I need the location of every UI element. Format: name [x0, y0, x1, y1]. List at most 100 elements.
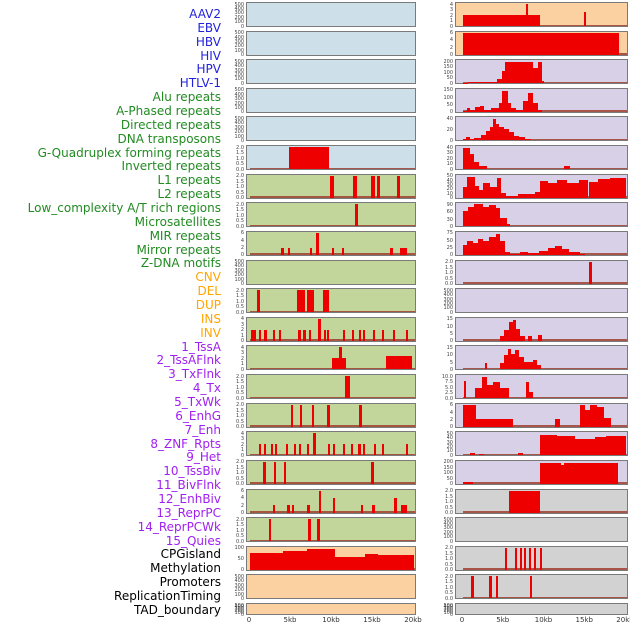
- signal-area: [509, 490, 541, 513]
- y-axis-tick-label: 0.5: [236, 161, 244, 168]
- signal-area: [499, 363, 504, 370]
- signal-bar: [360, 505, 364, 513]
- y-axis-tick-label: 300: [234, 10, 244, 17]
- track-plot: [455, 374, 628, 400]
- y-axis-tick-label: 400: [234, 91, 244, 98]
- signal-area: [485, 130, 490, 141]
- y-axis-tick-label: 1: [240, 332, 244, 339]
- signal-bar: [540, 547, 543, 570]
- signal-area: [495, 233, 501, 255]
- x-axis-tick-label: 15kb: [575, 616, 593, 624]
- track-plot: [246, 488, 416, 514]
- track-label: HTLV-1: [179, 76, 221, 91]
- signal-bar: [353, 175, 357, 198]
- y-axis-tick-label: 1.5: [445, 579, 453, 586]
- signal-area: [250, 552, 283, 570]
- y-axis-tick-label: 1.0: [236, 184, 244, 191]
- signal-area: [484, 109, 491, 112]
- signal-bar: [298, 329, 301, 341]
- track-label: MIR repeats: [149, 228, 221, 243]
- y-axis-tick-label: 100: [443, 470, 453, 477]
- signal-area: [519, 357, 525, 370]
- signal-area: [588, 181, 599, 198]
- track-label: HPV: [196, 62, 221, 77]
- signal-bar: [342, 444, 345, 456]
- signal-area: [504, 62, 534, 84]
- y-axis-tick-label: 100: [234, 47, 244, 54]
- y-axis-tick-label: 200: [234, 43, 244, 50]
- track-label: ReplicationTiming: [114, 588, 221, 603]
- signal-area: [507, 224, 511, 227]
- signal-bar: [400, 505, 407, 513]
- signal-baseline: [463, 110, 627, 112]
- signal-area: [475, 106, 481, 112]
- signal-bar: [281, 247, 284, 255]
- signal-area: [555, 246, 562, 255]
- signal-bar: [322, 290, 329, 313]
- signal-area: [568, 251, 580, 255]
- track-plot: [455, 87, 628, 113]
- signal-area: [364, 554, 378, 570]
- signal-area: [505, 252, 511, 255]
- y-axis-tick-label: 40: [446, 115, 453, 122]
- signal-area: [482, 206, 490, 227]
- y-axis-tick-label: 7.5: [445, 379, 453, 386]
- signal-area: [495, 207, 501, 227]
- signal-bar: [298, 444, 302, 456]
- signal-bar: [283, 461, 287, 484]
- signal-bar: [293, 444, 297, 456]
- y-axis-tick-label: 400: [234, 120, 244, 127]
- signal-area: [537, 364, 542, 370]
- y-axis-tick-label: 300: [443, 525, 453, 532]
- signal-area: [467, 107, 471, 112]
- y-axis-tick-label: 0: [449, 52, 453, 59]
- y-axis-tick-label: 0.5: [236, 390, 244, 397]
- signal-baseline: [250, 310, 415, 313]
- y-axis-tick-label: 2.0: [236, 201, 244, 208]
- signal-area: [473, 204, 483, 227]
- y-axis-tick-label: 1.5: [236, 178, 244, 185]
- signal-bar: [372, 505, 375, 513]
- signal-bar: [370, 175, 375, 198]
- y-axis-tick-label: 1.5: [445, 493, 453, 500]
- x-axis-tick-label: 20kb: [616, 616, 630, 624]
- track-label: 13_ReprPC: [156, 505, 221, 520]
- y-axis-tick-label: 400: [234, 34, 244, 41]
- track-plot: [455, 173, 628, 199]
- y-axis-tick-label: 4: [240, 430, 244, 437]
- y-axis-tick-label: 1.0: [236, 527, 244, 534]
- signal-area: [469, 138, 475, 141]
- signal-area: [539, 435, 557, 456]
- track-label: 12_EnhBiv: [158, 491, 221, 506]
- signal-bar: [296, 290, 305, 313]
- signal-bar: [382, 444, 385, 456]
- track-plot: [455, 545, 628, 571]
- signal-area: [528, 335, 533, 341]
- y-axis-tick-label: 1.5: [236, 464, 244, 471]
- signal-baseline: [463, 396, 627, 399]
- y-axis-tick-label: 2.0: [236, 402, 244, 409]
- signal-bar: [392, 329, 395, 341]
- y-axis-tick-label: 50: [446, 430, 453, 437]
- signal-area: [474, 161, 480, 170]
- track-label: AAV2: [189, 7, 221, 21]
- y-axis-tick-label: 1.0: [236, 155, 244, 162]
- signal-bar: [471, 576, 474, 599]
- track-plot: [246, 603, 416, 616]
- signal-area: [470, 154, 475, 170]
- track-label: HIV: [200, 48, 221, 63]
- y-axis-tick-label: 25: [446, 245, 453, 252]
- signal-bar: [332, 444, 336, 456]
- signal-area: [335, 557, 365, 570]
- track-plot: [246, 87, 416, 113]
- y-axis-tick-label: 15: [446, 344, 453, 351]
- y-axis-tick-label: 300: [234, 124, 244, 131]
- y-axis-tick-label: 6: [240, 488, 244, 495]
- signal-area: [495, 123, 499, 141]
- track-plot: [455, 202, 628, 228]
- y-axis-tick-label: 50: [446, 102, 453, 109]
- signal-baseline: [463, 511, 627, 513]
- y-axis-tick-label: 200: [443, 459, 453, 466]
- y-axis-tick-label: 500: [234, 1, 244, 8]
- track-plot: [246, 402, 416, 428]
